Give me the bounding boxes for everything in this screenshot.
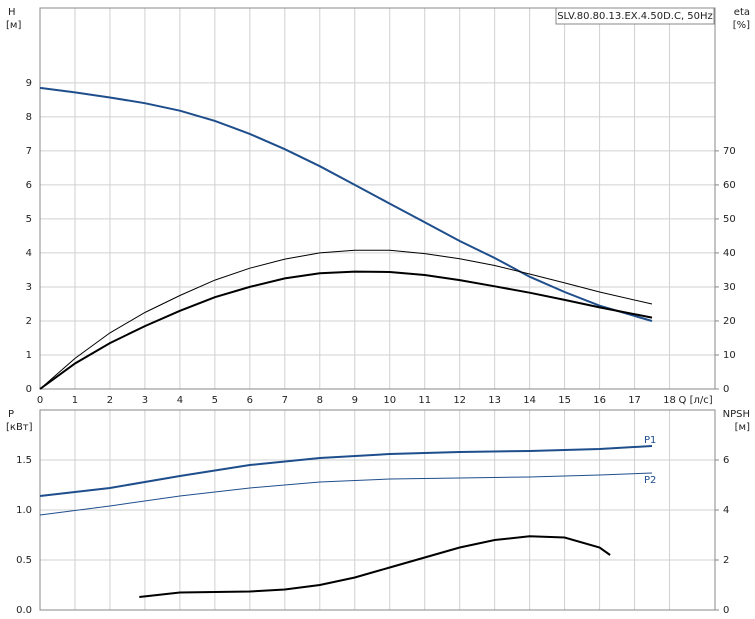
x-tick-label: 10 bbox=[383, 395, 396, 406]
x-tick-label: 17 bbox=[628, 395, 641, 406]
y-tick-label: 7 bbox=[26, 146, 32, 157]
x-tick-label: 2 bbox=[107, 395, 113, 406]
x-tick-label: 15 bbox=[558, 395, 571, 406]
y-tick-label: 5 bbox=[26, 214, 32, 225]
y-tick-label: 8 bbox=[26, 112, 32, 123]
y2-tick-label: 70 bbox=[723, 146, 736, 157]
x-tick-label: 16 bbox=[593, 395, 606, 406]
plot-frame bbox=[39, 409, 716, 611]
y2-axis-unit: [%] bbox=[733, 20, 750, 31]
x-tick-label: 6 bbox=[247, 395, 253, 406]
y2-tick-label: 10 bbox=[723, 350, 736, 361]
chart-title: SLV.80.80.13.EX.4.50D.C, 50Hz bbox=[557, 11, 713, 22]
y2-axis-label: NPSH bbox=[723, 409, 750, 420]
x-tick-label: 8 bbox=[317, 395, 323, 406]
x-tick-label: 5 bbox=[212, 395, 218, 406]
y2-axis-label: eta bbox=[734, 7, 750, 18]
y2-tick-label: 2 bbox=[723, 555, 729, 566]
x-axis-label: Q [л/с] bbox=[679, 395, 713, 406]
y-tick-label: 9 bbox=[26, 78, 32, 89]
series-line bbox=[39, 445, 653, 497]
x-tick-label: 3 bbox=[142, 395, 148, 406]
y2-tick-label: 20 bbox=[723, 316, 736, 327]
x-tick-label: 4 bbox=[177, 395, 183, 406]
series-label: P2 bbox=[644, 475, 656, 486]
x-tick-label: 0 bbox=[37, 395, 43, 406]
x-tick-label: 11 bbox=[418, 395, 431, 406]
series-line bbox=[39, 472, 653, 516]
y2-tick-label: 4 bbox=[723, 505, 729, 516]
y-axis-unit: [кВт] bbox=[6, 422, 33, 433]
series-line bbox=[39, 249, 653, 390]
y2-tick-label: 0 bbox=[723, 384, 729, 395]
series-line bbox=[39, 270, 653, 390]
y-tick-label: 0.5 bbox=[16, 555, 32, 566]
x-tick-label: 7 bbox=[282, 395, 288, 406]
x-tick-label: 9 bbox=[352, 395, 358, 406]
y-tick-label: 0.0 bbox=[16, 605, 32, 616]
y-tick-label: 3 bbox=[26, 282, 32, 293]
y2-tick-label: 0 bbox=[723, 605, 729, 616]
y-tick-label: 6 bbox=[26, 180, 32, 191]
y-tick-label: 1 bbox=[26, 350, 32, 361]
y2-tick-label: 60 bbox=[723, 180, 736, 191]
plot-frame bbox=[39, 7, 716, 390]
x-tick-label: 14 bbox=[523, 395, 536, 406]
y2-tick-label: 50 bbox=[723, 214, 736, 225]
y-tick-label: 4 bbox=[26, 248, 32, 259]
y-axis-label: P bbox=[8, 409, 14, 420]
y2-tick-label: 30 bbox=[723, 282, 736, 293]
title-box bbox=[555, 7, 715, 25]
series-line bbox=[39, 86, 653, 322]
y2-axis-unit: [м] bbox=[735, 422, 750, 433]
y-tick-label: 1.0 bbox=[16, 505, 32, 516]
y-tick-label: 1.5 bbox=[16, 455, 32, 466]
y-tick-label: 0 bbox=[26, 384, 32, 395]
y-axis-label: H bbox=[8, 7, 16, 18]
x-tick-label: 1 bbox=[72, 395, 78, 406]
y-axis-unit: [м] bbox=[6, 20, 21, 31]
series-label: P1 bbox=[644, 435, 656, 446]
series-line bbox=[139, 535, 611, 598]
y2-tick-label: 6 bbox=[723, 455, 729, 466]
y-tick-label: 2 bbox=[26, 316, 32, 327]
x-tick-label: 18 bbox=[663, 395, 676, 406]
y2-tick-label: 40 bbox=[723, 248, 736, 259]
x-tick-label: 13 bbox=[488, 395, 501, 406]
x-tick-label: 12 bbox=[453, 395, 466, 406]
